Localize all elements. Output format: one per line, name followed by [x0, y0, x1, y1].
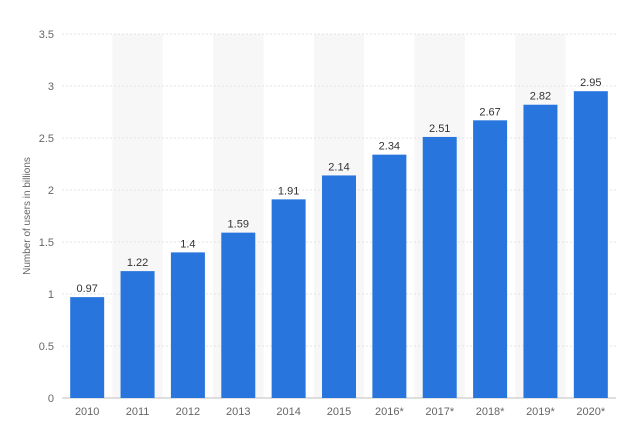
data-label: 2.95	[580, 77, 601, 89]
data-label: 2.82	[530, 91, 551, 103]
y-axis-title: Number of users in billions	[22, 157, 33, 275]
x-tick-label: 2014	[276, 406, 300, 418]
bars	[70, 91, 608, 398]
x-tick-label: 2010	[75, 406, 99, 418]
y-tick-label: 1.5	[39, 237, 54, 249]
data-label: 2.34	[379, 141, 400, 153]
data-label: 2.67	[479, 106, 500, 118]
y-tick-label: 0.5	[39, 341, 54, 353]
data-labels: 0.97 1.22 1.4 1.59 1.91 2.14 2.34 2.51 2.67 2.82 2…	[76, 77, 601, 295]
y-axis-ticks: 0 0.5 1 1.5 2 2.5 3 3.5	[39, 29, 54, 405]
x-tick-label: 2016*	[375, 406, 404, 418]
x-tick-label: 2020*	[576, 406, 605, 418]
data-label: 1.22	[127, 257, 148, 269]
x-axis-ticks: 2010 2011 2012 2013 2014 2015 2016* 2017* 2018* 2…	[75, 406, 606, 418]
data-label: 1.91	[278, 185, 299, 197]
bar	[70, 297, 105, 398]
data-label: 2.14	[328, 161, 349, 173]
x-tick-label: 2012	[176, 406, 200, 418]
y-tick-label: 0	[48, 393, 54, 405]
x-tick-label: 2013	[226, 406, 250, 418]
data-label: 1.4	[180, 238, 195, 250]
bar	[221, 232, 256, 398]
y-tick-label: 3	[48, 81, 54, 93]
bar	[422, 136, 457, 398]
bar	[372, 154, 407, 398]
bar	[523, 104, 558, 398]
x-tick-label: 2011	[126, 406, 150, 418]
y-tick-label: 3.5	[39, 29, 54, 41]
bar	[120, 271, 155, 398]
x-tick-label: 2018*	[476, 406, 505, 418]
data-label: 0.97	[76, 283, 97, 295]
data-label: 2.51	[429, 123, 450, 135]
x-tick-label: 2019*	[526, 406, 555, 418]
bar	[473, 120, 508, 398]
x-tick-label: 2017*	[425, 406, 454, 418]
x-tick-label: 2015	[327, 406, 351, 418]
bar	[271, 199, 306, 398]
bar	[170, 252, 205, 398]
y-tick-label: 1	[48, 289, 54, 301]
bar	[322, 175, 356, 398]
bar	[573, 91, 608, 398]
y-tick-label: 2.5	[39, 133, 54, 145]
data-label: 1.59	[228, 219, 249, 231]
y-tick-label: 2	[48, 185, 54, 197]
